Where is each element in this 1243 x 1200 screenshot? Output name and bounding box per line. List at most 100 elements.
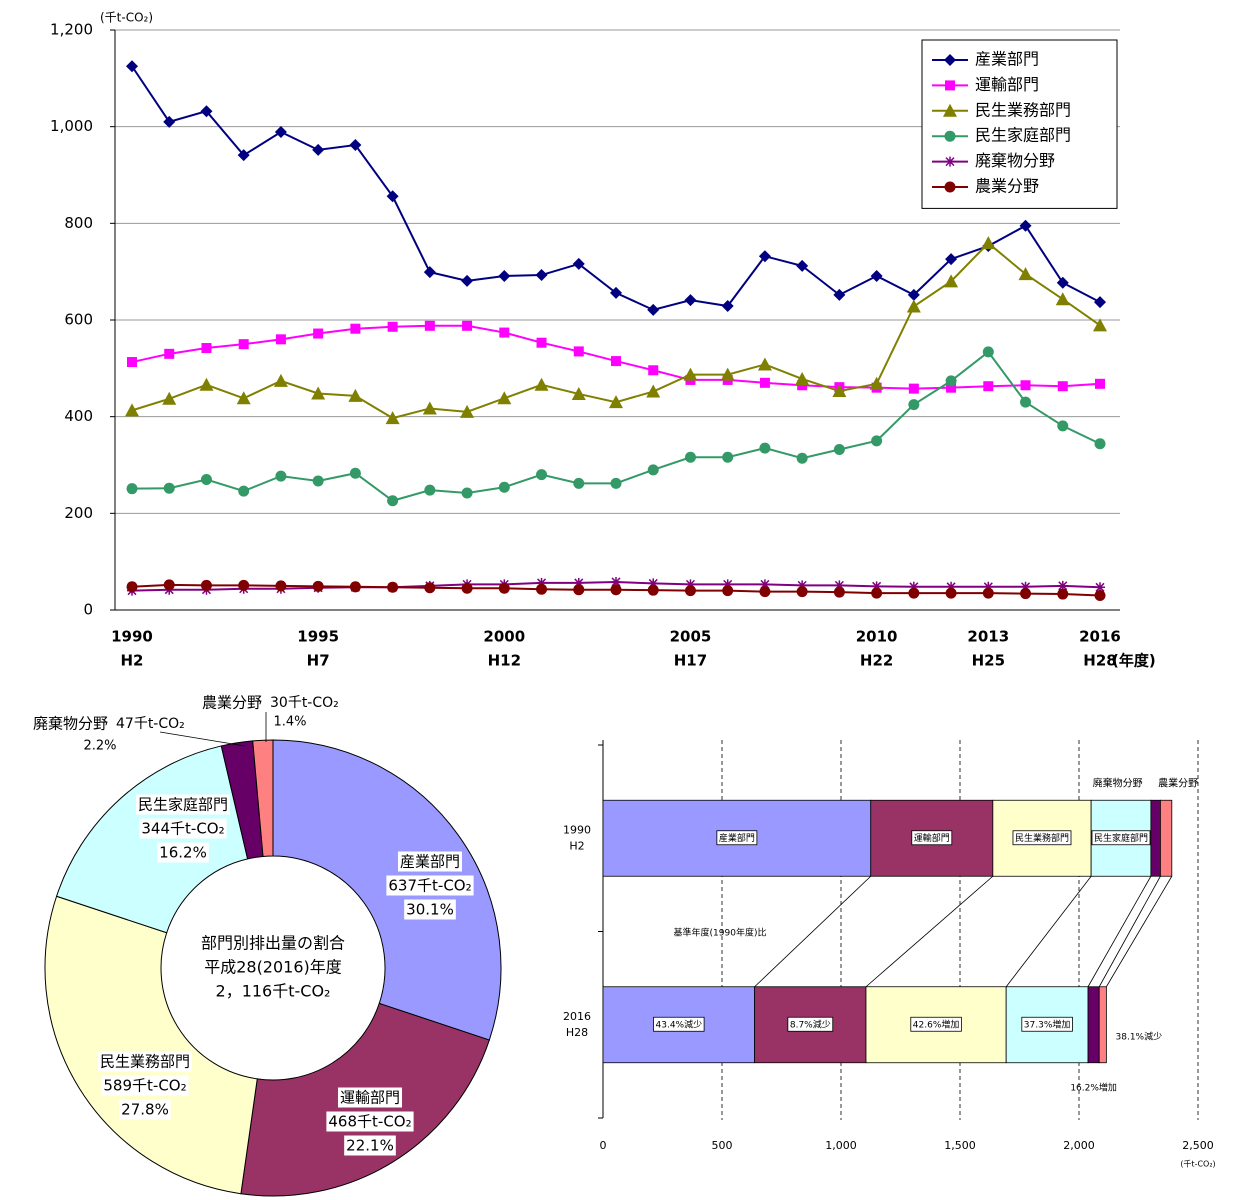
point [759,586,771,598]
point [424,484,436,496]
slice-label: 344千t-CO₂ [141,820,224,838]
point [945,253,958,266]
point [982,346,994,358]
point [536,577,547,588]
point [1093,318,1107,332]
point [461,487,473,499]
slice-label: 16.2% [159,844,207,862]
point [834,580,845,591]
change-label: 38.1%減少 [1116,1030,1163,1042]
change-label: 43.4%減少 [656,1018,703,1030]
point [722,579,733,590]
legend-label: 民生業務部門 [975,100,1071,119]
change-label: 42.6%増加 [913,1018,960,1030]
slice-label: 27.8% [121,1101,169,1119]
legend-marker [945,156,955,167]
connector [1098,876,1161,987]
point [870,270,883,283]
point [983,581,994,592]
point [571,386,586,400]
x-tick-sublabel: H12 [488,652,521,670]
label-box [787,1016,834,1032]
x-tick-label: 1,500 [944,1139,976,1152]
y-tick-label: 1,200 [50,21,93,39]
label-box [326,1111,414,1132]
point [1018,267,1033,281]
slice-label: 30.1% [406,901,454,919]
point [536,469,548,481]
point [349,467,361,479]
slice [55,745,249,934]
x-tick-label: 1995 [297,628,339,646]
point [720,367,735,381]
segment-label: 民生業務部門 [1015,832,1069,844]
segment-label: 民生家庭部門 [1094,832,1148,844]
point [1056,276,1069,289]
point [573,346,584,357]
point [832,384,847,398]
label-box [344,1135,396,1156]
point [573,577,584,588]
point [125,403,139,417]
point [200,474,212,485]
point [757,357,772,371]
x-tick-sublabel: H22 [860,652,893,670]
point [871,581,882,592]
legend-marker [943,103,957,117]
label-box [119,1099,171,1120]
bar-segment [1098,986,1107,1064]
slice-share-label: 2.2% [83,739,116,754]
point [385,411,400,425]
point [200,105,213,118]
point [908,587,920,599]
point [1094,590,1106,601]
slice-label: 468千t-CO₂ [328,1113,411,1131]
point [1094,296,1106,309]
point [200,579,212,591]
x-tick-label: 1990 [111,628,153,646]
point [722,585,734,597]
point [758,250,771,263]
x-tick-label: 2,500 [1182,1139,1214,1152]
label-box [337,1087,403,1108]
x-tick-label: 2005 [670,628,712,646]
slice-label: 民生家庭部門 [138,796,228,814]
point [349,139,362,152]
point [1020,588,1032,600]
label-box [910,1016,962,1032]
x-tick-label: 2016 [1079,628,1121,646]
point [275,580,287,592]
point [199,377,214,391]
change-label: 16.2%増加 [1070,1081,1117,1093]
point [945,375,957,387]
x-unit: (年度) [1112,652,1156,670]
y-tick-label: 400 [64,407,93,425]
point [274,125,287,138]
y-unit: (千t-CO₂) [100,11,153,25]
point [610,584,622,596]
connector [1005,876,1092,987]
point [164,348,175,359]
point [350,323,361,334]
slice-label: 農業分野 [202,694,262,712]
point [461,582,473,594]
point [684,451,696,463]
y-tick-label: 2016 [563,1010,591,1023]
point [684,585,696,597]
point [610,477,622,489]
point [944,274,959,288]
point [462,320,473,331]
point [684,294,697,307]
slice-label: 589千t-CO₂ [103,1077,186,1095]
x-unit: (千t-CO₂) [1180,1159,1215,1169]
point [685,579,696,590]
point [722,451,734,463]
point [796,452,808,464]
point [312,143,325,156]
legend-marker [944,181,956,193]
label-box [404,899,456,920]
x-tick-sublabel: H7 [307,652,330,670]
point [797,380,808,391]
y-tick-label: 1,000 [50,117,93,135]
point [498,582,510,594]
